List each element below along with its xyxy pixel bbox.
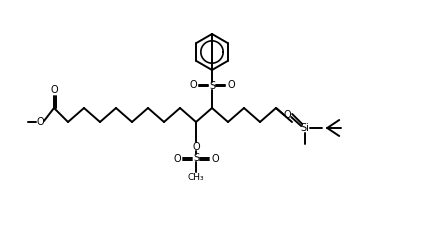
Text: CH₃: CH₃ <box>187 173 205 182</box>
Text: O: O <box>283 110 291 120</box>
Text: O: O <box>173 154 181 164</box>
Text: Si: Si <box>301 123 310 133</box>
Text: O: O <box>189 80 197 90</box>
Text: O: O <box>211 154 219 164</box>
Text: S: S <box>193 153 199 163</box>
Text: S: S <box>209 81 215 91</box>
Text: O: O <box>227 80 235 90</box>
Text: O: O <box>51 85 59 95</box>
Text: O: O <box>192 142 200 152</box>
Text: O: O <box>36 117 44 127</box>
